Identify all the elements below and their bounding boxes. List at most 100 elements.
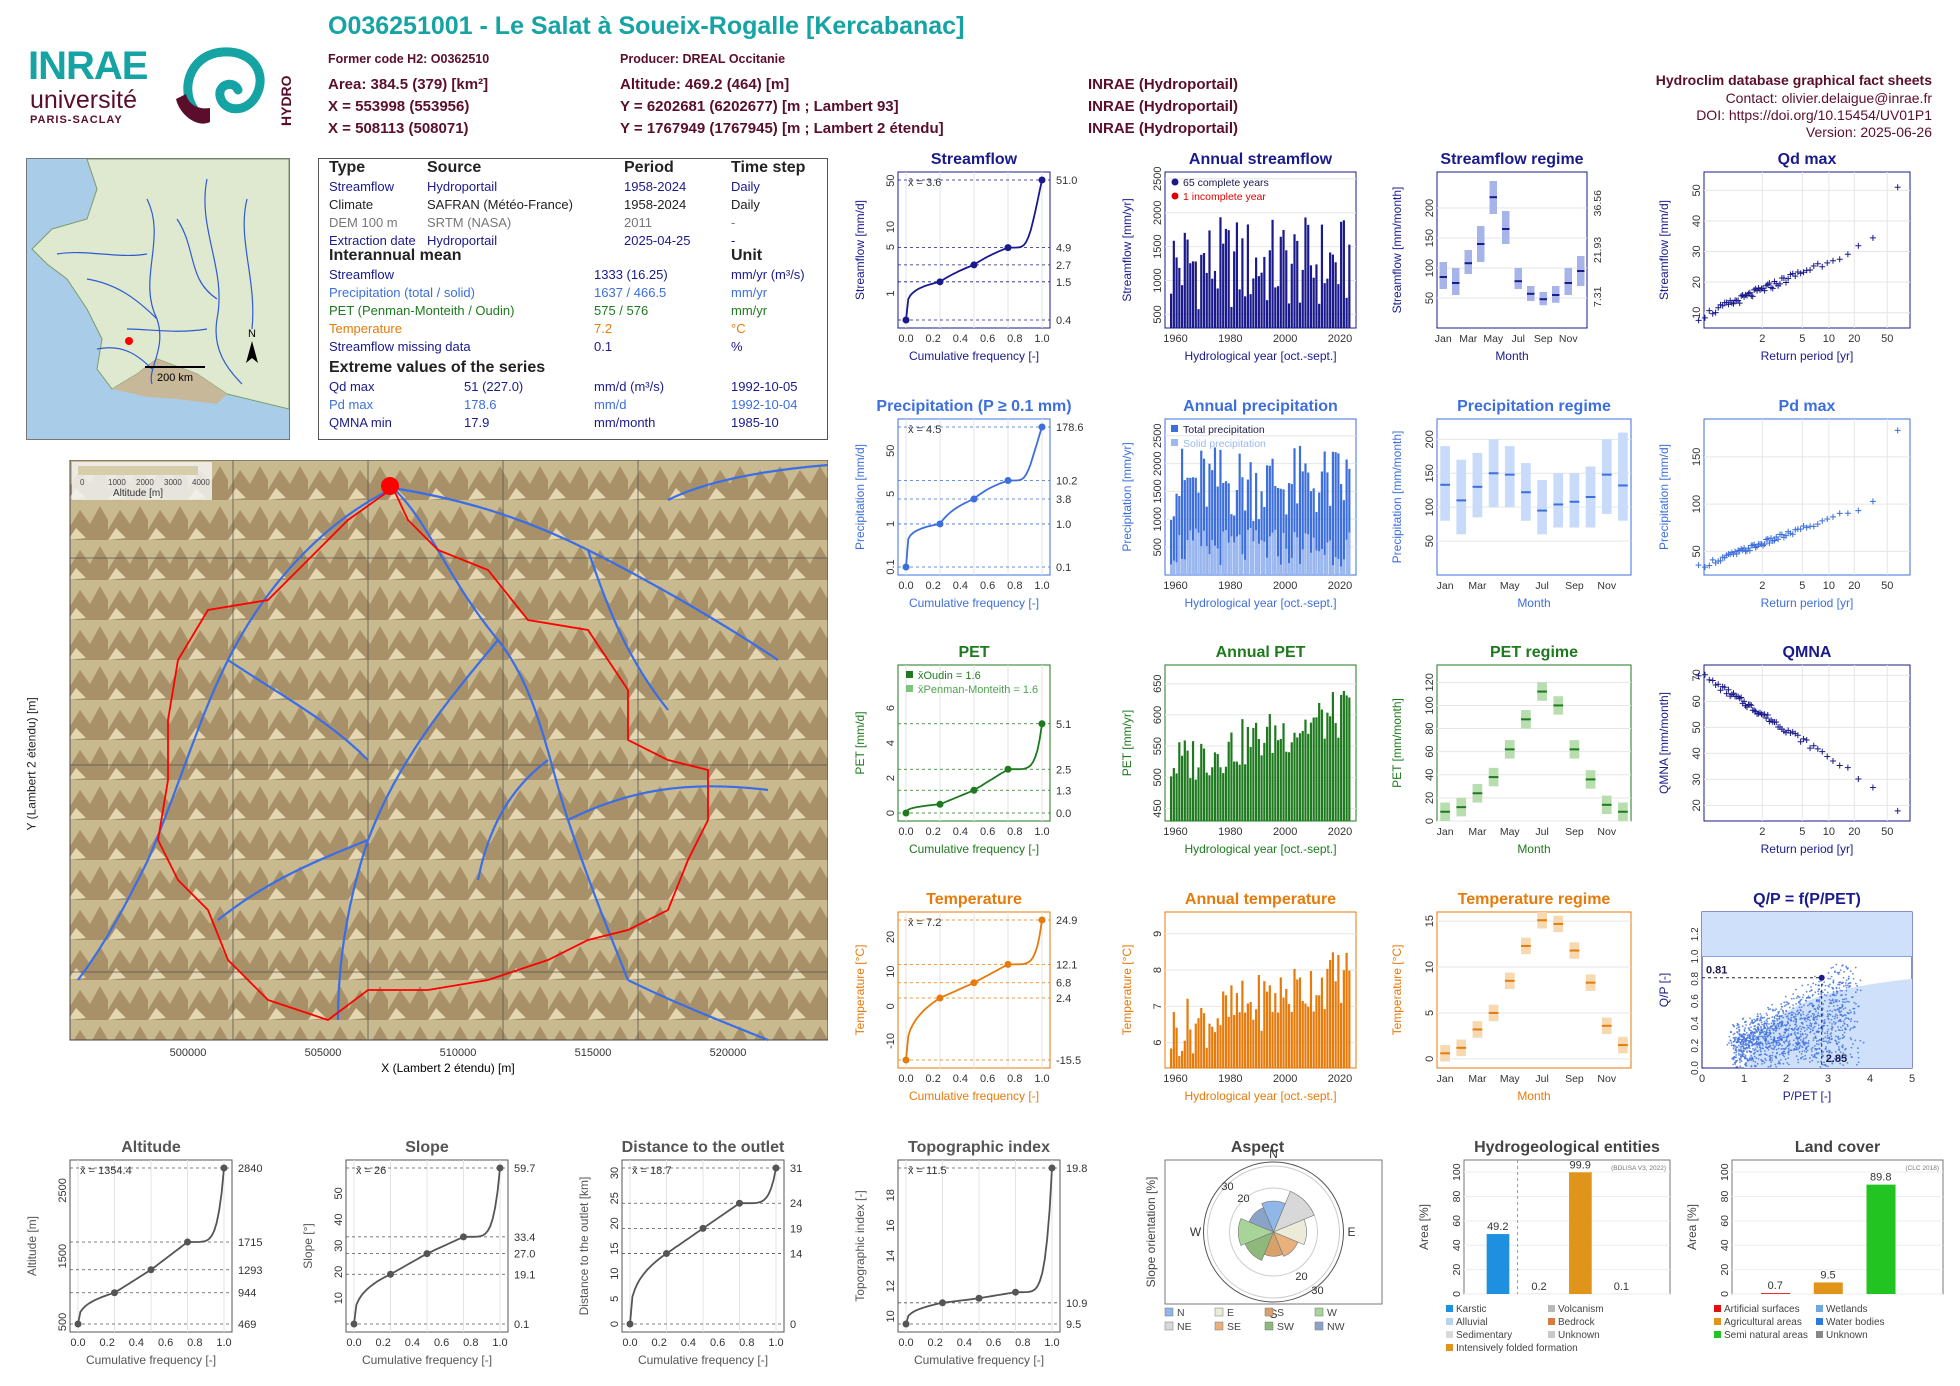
return-period-point (1766, 280, 1773, 287)
qp-point (1783, 1055, 1786, 1058)
qp-point (1862, 1041, 1865, 1044)
annual-bar (1326, 472, 1329, 575)
annual-bar (1260, 1030, 1263, 1068)
qp-point (1753, 1018, 1756, 1021)
return-period-point (1706, 562, 1713, 569)
qp-point (1794, 1031, 1796, 1034)
return-period-point (1794, 732, 1801, 739)
right-tick: 178.6 (1056, 422, 1084, 434)
annual-bar (1323, 283, 1326, 328)
qp-point (1787, 1057, 1790, 1060)
qp-point (1763, 1020, 1766, 1023)
quantile-point (1004, 765, 1012, 773)
chart-title: Pd max (1779, 398, 1836, 415)
qp-point (1734, 1038, 1736, 1040)
legend-entry: 1 incomplete year (1183, 191, 1266, 203)
qp-point (1755, 1057, 1758, 1059)
qp-point (1798, 1051, 1801, 1053)
x-tick: 1.0 (1034, 1073, 1049, 1085)
return-period-point (1844, 510, 1851, 517)
qp-point (1763, 1022, 1766, 1025)
qp-point (1825, 1040, 1828, 1043)
right-tick: 7.31 (1592, 286, 1604, 307)
annual-bar-secondary (1260, 540, 1263, 575)
qp-point (1792, 1044, 1795, 1046)
annual-bar (1205, 272, 1208, 328)
qp-point (1855, 1002, 1857, 1005)
chart-title: Streamflow regime (1440, 151, 1583, 168)
y-tick: 2500 (1152, 167, 1164, 191)
month-tick: Jul (1535, 1073, 1548, 1085)
right-tick: 4.9 (1056, 243, 1071, 255)
y-tick: 30 (609, 1167, 621, 1179)
y-axis-label: Topographic index [-] (853, 1190, 867, 1301)
y-axis-label: Precipitation [mm/d] (853, 444, 867, 550)
qp-point (1769, 1031, 1772, 1034)
month-tick: Nov (1559, 333, 1578, 345)
y-tick: 0 (1719, 1291, 1731, 1297)
qp-point (1792, 997, 1795, 1000)
qp-point (1773, 1037, 1776, 1039)
month-tick: May (1483, 333, 1504, 345)
period-cell: 1958-2024 (624, 197, 687, 212)
annual-bar-secondary (1227, 542, 1230, 575)
annual-bar (1268, 985, 1271, 1068)
legend-swatch (1214, 1321, 1224, 1331)
mean-label-pm: x̄Penman-Monteith = 1.6 (918, 684, 1038, 696)
qp-point (1830, 975, 1833, 978)
qp-point (1762, 1060, 1764, 1063)
right-tick: 469 (238, 1319, 256, 1331)
qp-point (1757, 1058, 1760, 1060)
annual-bar (1304, 719, 1307, 821)
qp-point (1756, 1013, 1759, 1015)
legend-entry: Solid precipitation (1183, 438, 1266, 450)
qp-point (1822, 1022, 1825, 1025)
qp-point (1787, 1034, 1790, 1037)
return-period-point (1855, 775, 1862, 782)
qp-point (1763, 1024, 1765, 1027)
qp-point (1740, 1049, 1743, 1052)
qp-point (1756, 1062, 1759, 1065)
qp-point (1753, 1035, 1756, 1038)
qp-point (1786, 1028, 1789, 1031)
qp-point (1800, 1028, 1803, 1030)
annual-bar (1298, 445, 1302, 575)
x-tick: 1.0 (1044, 1337, 1059, 1349)
y-tick: 0.2 (1690, 1038, 1701, 1052)
right-tick: 33.4 (514, 1232, 535, 1244)
qp-point (1787, 1051, 1790, 1053)
annual-bar (1202, 1013, 1206, 1068)
annual-bar (1282, 489, 1285, 575)
chart-title: Annual precipitation (1183, 398, 1338, 415)
qp-point (1776, 1027, 1779, 1030)
qp-point (1775, 1008, 1778, 1011)
mean-label: x̄ = 4.5 (908, 424, 941, 436)
x-tick: 5 (1909, 1073, 1915, 1085)
qp-point (1765, 1019, 1768, 1021)
qp-point (1853, 1020, 1856, 1023)
h-period: Period (624, 159, 674, 176)
annual-bar (1298, 302, 1302, 328)
legend-swatch (1816, 1305, 1823, 1312)
annual-bar (1178, 1056, 1181, 1068)
qp-point (1765, 1012, 1768, 1015)
x-tick: 0.4 (953, 333, 968, 345)
qp-point (1831, 994, 1834, 996)
chart-qp: Q/P = f(P/PET)P/PET [-]Q/P [-]0.00.20.40… (1657, 891, 1915, 1103)
qp-point (1762, 1031, 1765, 1034)
annual-bar (1249, 462, 1252, 575)
annual-bar (1197, 309, 1200, 328)
annual-bar (1320, 709, 1324, 821)
annual-bar (1342, 970, 1345, 1068)
return-period-point (1751, 286, 1758, 293)
qp-point (1823, 981, 1826, 984)
annual-bar (1244, 510, 1247, 575)
annual-bar (1170, 293, 1173, 328)
qp-point (1785, 1038, 1788, 1041)
return-period-point (1855, 242, 1862, 249)
qp-point (1845, 997, 1848, 1000)
qp-point (1752, 1060, 1755, 1062)
annual-bar (1200, 450, 1203, 575)
qp-point (1792, 1004, 1795, 1007)
